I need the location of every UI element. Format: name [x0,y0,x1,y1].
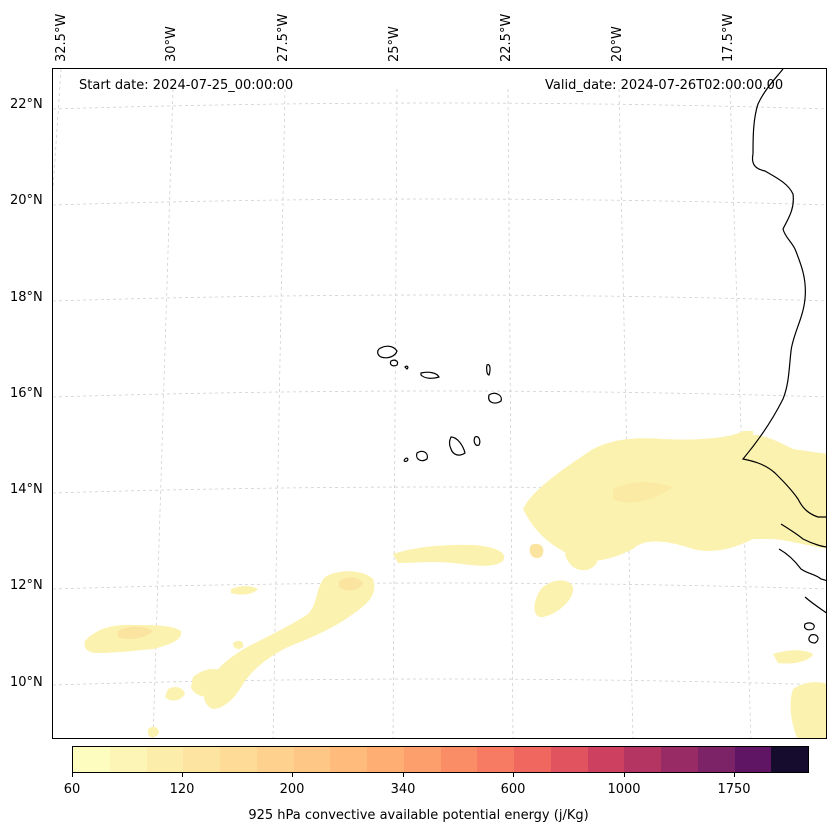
lat-label-18n: 18°N [10,290,43,305]
colorbar-segment-17 [697,747,735,772]
cape-region-west-6 [148,726,159,738]
colorbar-segment-10 [440,747,478,772]
lon-label-20w: 20°W [610,26,625,62]
guinea-coast [804,596,826,614]
colorbar-segment-4 [220,747,257,772]
colorbar-label-200: 200 [279,782,305,797]
colorbar-segment-9 [403,747,441,772]
cape-region-west-1 [203,571,375,709]
colorbar-label-1000: 1000 [607,782,641,797]
colorbar-label-1750: 1750 [717,782,751,797]
colorbar-segment-2 [146,747,184,772]
colorbar-segment-12 [514,747,551,772]
cape-region-small2 [233,640,244,650]
cape-verde-sao-vicente [389,359,399,367]
colorbar-tick [513,772,514,777]
colorbar-tick [624,772,625,777]
colorbar-segment-7 [330,747,367,772]
graticule [53,69,826,738]
colorbar-segment-3 [183,747,220,772]
colorbar-segment-5 [256,747,294,772]
cape-field [84,431,826,738]
cape-region-south [534,580,574,618]
lat-label-20n: 20°N [10,193,43,208]
cape-region-main-core [613,482,673,503]
colorbar-label-340: 340 [390,782,416,797]
cape-region-west-4 [231,586,258,595]
lat-label-10n: 10°N [10,675,43,690]
cape-region-band [393,544,505,566]
cape-region-west-3 [84,624,182,653]
colorbar-label-120: 120 [169,782,195,797]
lon-label-27-5w: 27.5°W [276,13,291,62]
cape-region-west-3-core [118,626,153,639]
cape-region-east [743,434,826,549]
colorbar-title: 925 hPa convective available potential e… [248,808,589,823]
colorbar-label-600: 600 [500,782,526,797]
cape-region-small1 [565,544,598,571]
start-date-label: Start date: 2024-07-25_00:00:00 [79,78,294,93]
colorbar-segment-18 [734,747,772,772]
colorbar-segment-6 [293,747,331,772]
cape-verde-brava [403,457,409,462]
guinea-bissau-coast [778,548,826,582]
cape-verde-fogo [416,450,428,462]
lon-label-17-5w: 17.5°W [721,13,736,62]
bijagos-2 [808,634,819,644]
lon-label-32-5w: 32.5°W [54,13,69,62]
lon-label-25w: 25°W [387,26,402,62]
colorbar-segment-11 [477,747,514,772]
colorbar-segment-19 [771,747,808,772]
lon-label-22-5w: 22.5°W [499,13,514,62]
lat-label-12n: 12°N [10,578,43,593]
colorbar-segment-8 [367,747,404,772]
colorbar-segment-0 [73,747,110,772]
colorbar-label-60: 60 [63,782,81,797]
senegal-gambia-coast [780,523,826,548]
bijagos-1 [803,622,815,631]
colorbar-tick [182,772,183,777]
cape-verde-sal [486,364,491,376]
coastlines [377,69,826,644]
cape-region-west-5 [165,686,185,701]
cape-verde-santiago [448,436,466,456]
colorbar-segment-13 [550,747,588,772]
lat-label-22n: 22°N [10,97,43,112]
lat-label-16n: 16°N [10,386,43,401]
cape-region-west-2 [191,669,225,697]
cape-region-southeast-2 [790,682,826,738]
cape-verde-santa-luzia [404,365,409,370]
cape-region-west-1-core [339,577,363,591]
colorbar-tick [403,772,404,777]
colorbar-segment-1 [109,747,147,772]
cape-region-southeast [773,650,813,664]
colorbar-segment-15 [624,747,661,772]
colorbar [72,746,809,773]
colorbar-segment-16 [661,747,698,772]
valid-date-label: Valid_date: 2024-07-26T02:00:00.00 [545,78,784,93]
lat-label-14n: 14°N [10,482,43,497]
colorbar-tick [734,772,735,777]
cape-verde-santo-antao [377,345,398,359]
colorbar-segment-14 [587,747,625,772]
cape-verde-boa-vista [488,392,502,404]
west-africa-coastline [741,69,826,518]
map-canvas [53,69,826,738]
colorbar-tick [72,772,73,777]
cape-region-band-spot [529,543,544,559]
cape-verde-maio [473,436,481,446]
cape-verde-sao-nicolau [420,371,440,379]
colorbar-tick [292,772,293,777]
lon-label-30w: 30°W [164,26,179,62]
map-panel[interactable] [52,68,827,739]
